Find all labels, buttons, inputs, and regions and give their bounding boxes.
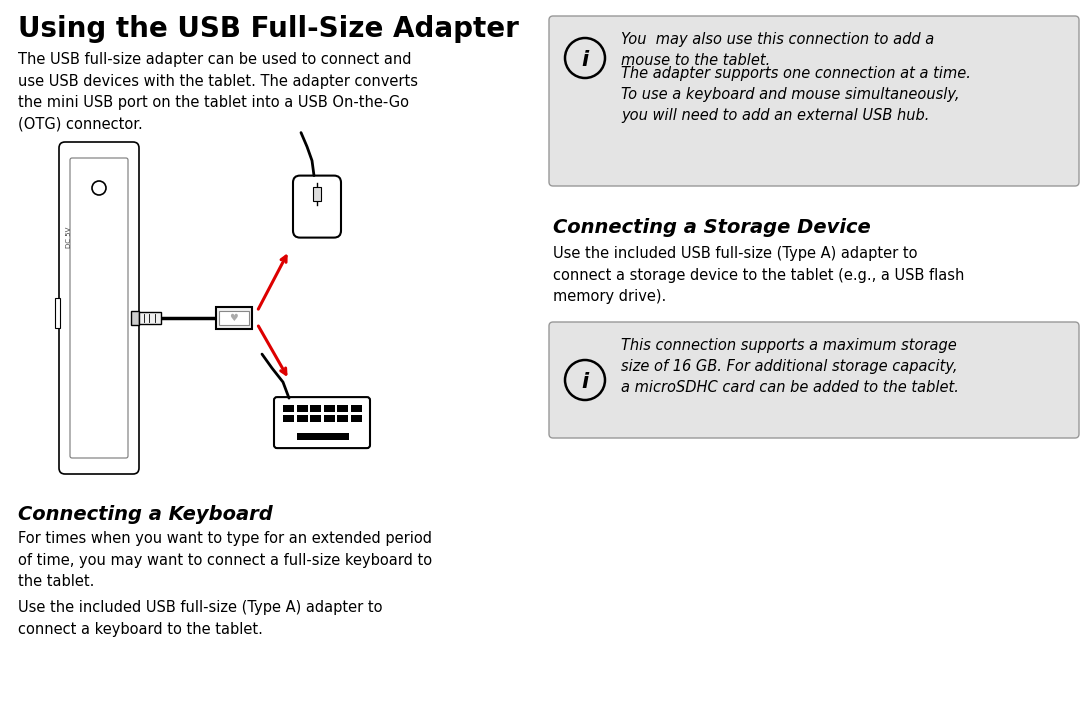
Bar bbox=[310, 405, 321, 412]
Bar bbox=[131, 310, 139, 324]
FancyBboxPatch shape bbox=[70, 158, 129, 458]
Bar bbox=[323, 405, 334, 412]
Text: Use the included USB full-size (Type A) adapter to
connect a keyboard to the tab: Use the included USB full-size (Type A) … bbox=[19, 600, 382, 637]
Circle shape bbox=[91, 181, 106, 195]
Bar bbox=[351, 415, 362, 422]
Text: i: i bbox=[582, 372, 588, 392]
Bar bbox=[283, 405, 294, 412]
Text: Use the included USB full-size (Type A) adapter to
connect a storage device to t: Use the included USB full-size (Type A) … bbox=[553, 246, 965, 304]
Text: Connecting a Keyboard: Connecting a Keyboard bbox=[19, 505, 272, 524]
Bar bbox=[216, 307, 252, 329]
Text: For times when you want to type for an extended period
of time, you may want to : For times when you want to type for an e… bbox=[19, 531, 432, 589]
Bar bbox=[219, 310, 249, 324]
Circle shape bbox=[565, 38, 605, 78]
Bar bbox=[337, 415, 348, 422]
Text: This connection supports a maximum storage
size of 16 GB. For additional storage: This connection supports a maximum stora… bbox=[621, 338, 959, 395]
Bar bbox=[283, 415, 294, 422]
Text: The adapter supports one connection at a time.
To use a keyboard and mouse simul: The adapter supports one connection at a… bbox=[621, 65, 971, 123]
Bar bbox=[56, 297, 60, 327]
FancyBboxPatch shape bbox=[274, 397, 370, 448]
Bar bbox=[313, 187, 321, 201]
Text: i: i bbox=[582, 50, 588, 70]
Bar bbox=[323, 415, 334, 422]
Text: Connecting a Storage Device: Connecting a Storage Device bbox=[553, 218, 871, 237]
Bar bbox=[296, 405, 307, 412]
Text: ♥: ♥ bbox=[230, 312, 238, 322]
FancyBboxPatch shape bbox=[293, 175, 341, 238]
Text: You  may also use this connection to add a
mouse to the tablet.: You may also use this connection to add … bbox=[621, 32, 934, 68]
Bar bbox=[297, 433, 348, 440]
Bar bbox=[296, 415, 307, 422]
Circle shape bbox=[565, 360, 605, 400]
FancyBboxPatch shape bbox=[549, 322, 1079, 438]
Bar bbox=[310, 415, 321, 422]
FancyBboxPatch shape bbox=[59, 142, 139, 474]
Text: Using the USB Full-Size Adapter: Using the USB Full-Size Adapter bbox=[19, 15, 518, 43]
Bar bbox=[351, 405, 362, 412]
Text: The USB full-size adapter can be used to connect and
use USB devices with the ta: The USB full-size adapter can be used to… bbox=[19, 52, 418, 132]
Bar bbox=[337, 405, 348, 412]
FancyBboxPatch shape bbox=[549, 16, 1079, 186]
Bar bbox=[139, 312, 161, 324]
Text: DC 5V: DC 5V bbox=[66, 227, 72, 248]
